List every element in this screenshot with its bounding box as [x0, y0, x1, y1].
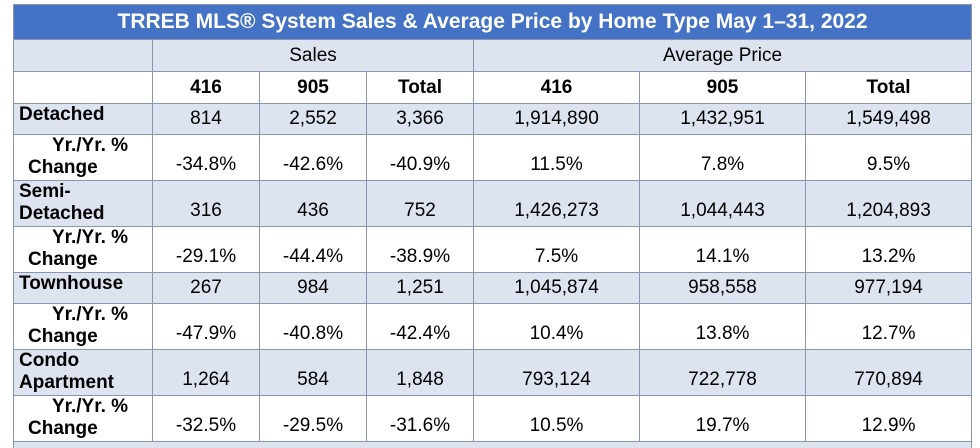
- row-label-line2: Detached: [19, 203, 152, 225]
- table-row-detached-change: Yr./Yr. %Change -34.8% -42.6% -40.9% 11.…: [14, 135, 972, 181]
- row-label: Yr./Yr. %Change: [14, 135, 153, 181]
- cell-price-total: 9.5%: [806, 135, 972, 181]
- cell-sales-total: -42.4%: [367, 304, 474, 350]
- cell-price-905: 722,778: [640, 350, 806, 396]
- cell-sales-416: -47.9%: [153, 304, 260, 350]
- table-title: TRREB MLS® System Sales & Average Price …: [14, 5, 972, 40]
- cell-price-total: 977,194: [806, 273, 972, 304]
- row-label: Detached: [14, 104, 153, 135]
- row-label: Semi-Detached: [14, 181, 153, 227]
- cell-sales-905: -29.5%: [260, 396, 367, 442]
- row-label: Yr./Yr. %Change: [14, 227, 153, 273]
- cell-price-416: 10.5%: [474, 396, 640, 442]
- cell-sales-905: -42.6%: [260, 135, 367, 181]
- cell-sales-total: 752: [367, 181, 474, 227]
- cell-price-416: 1,426,273: [474, 181, 640, 227]
- cell-sales-416: -32.5%: [153, 396, 260, 442]
- cell-sales-416: 814: [153, 104, 260, 135]
- table-row-semi-detached-change: Yr./Yr. %Change -29.1% -44.4% -38.9% 7.5…: [14, 227, 972, 273]
- cell-price-416: 7.5%: [474, 227, 640, 273]
- row-label-line1: Detached: [19, 104, 152, 126]
- row-label-line2: Apartment: [19, 372, 152, 394]
- table-row-detached: Detached 814 2,552 3,366 1,914,890 1,432…: [14, 104, 972, 135]
- column-header-sales-416: 416: [153, 72, 260, 104]
- cell-sales-905: 984: [260, 273, 367, 304]
- row-label-line1: Townhouse: [19, 273, 152, 295]
- cell-sales-total: -40.9%: [367, 135, 474, 181]
- row-label-line2: Change: [28, 249, 152, 271]
- cell-sales-416: 316: [153, 181, 260, 227]
- cell-price-416: 11.5%: [474, 135, 640, 181]
- row-label: Townhouse: [14, 273, 153, 304]
- cell-sales-total: -38.9%: [367, 227, 474, 273]
- column-header-blank: [14, 72, 153, 104]
- row-label-line1: Semi-: [19, 181, 152, 203]
- cell-price-905: 13.8%: [640, 304, 806, 350]
- cell-price-905: 958,558: [640, 273, 806, 304]
- cell-sales-416: -34.8%: [153, 135, 260, 181]
- footer-cell: [14, 442, 972, 448]
- cell-price-905: 1,044,443: [640, 181, 806, 227]
- column-header-price-total: Total: [806, 72, 972, 104]
- column-header-price-905: 905: [640, 72, 806, 104]
- row-label-line2: Change: [28, 418, 152, 440]
- column-header-price-416: 416: [474, 72, 640, 104]
- table-row-townhouse: Townhouse 267 984 1,251 1,045,874 958,55…: [14, 273, 972, 304]
- row-label: Yr./Yr. %Change: [14, 396, 153, 442]
- column-header-sales-total: Total: [367, 72, 474, 104]
- cell-price-905: 14.1%: [640, 227, 806, 273]
- cell-price-905: 19.7%: [640, 396, 806, 442]
- cell-price-total: 770,894: [806, 350, 972, 396]
- row-label-line2: Change: [28, 326, 152, 348]
- cell-sales-905: -44.4%: [260, 227, 367, 273]
- cell-price-416: 793,124: [474, 350, 640, 396]
- row-label-line1: Yr./Yr. %: [28, 227, 152, 249]
- cell-price-905: 1,432,951: [640, 104, 806, 135]
- group-header-blank: [14, 40, 153, 72]
- sales-table-container: TRREB MLS® System Sales & Average Price …: [13, 4, 971, 448]
- cell-price-416: 10.4%: [474, 304, 640, 350]
- table-row-semi-detached: Semi-Detached 316 436 752 1,426,273 1,04…: [14, 181, 972, 227]
- row-label-line1: Yr./Yr. %: [28, 135, 152, 157]
- cell-price-total: 1,549,498: [806, 104, 972, 135]
- cell-price-416: 1,045,874: [474, 273, 640, 304]
- row-label-line1: Yr./Yr. %: [28, 304, 152, 326]
- cell-price-total: 13.2%: [806, 227, 972, 273]
- row-label-line1: Condo: [19, 350, 152, 372]
- row-label: Yr./Yr. %Change: [14, 304, 153, 350]
- cell-price-905: 7.8%: [640, 135, 806, 181]
- cell-sales-416: 1,264: [153, 350, 260, 396]
- cell-sales-total: -31.6%: [367, 396, 474, 442]
- group-header-average-price: Average Price: [474, 40, 972, 72]
- cell-sales-416: 267: [153, 273, 260, 304]
- cell-sales-416: -29.1%: [153, 227, 260, 273]
- table-row-condo-apartment-change: Yr./Yr. %Change -32.5% -29.5% -31.6% 10.…: [14, 396, 972, 442]
- cell-price-416: 1,914,890: [474, 104, 640, 135]
- cell-sales-905: -40.8%: [260, 304, 367, 350]
- cell-sales-905: 2,552: [260, 104, 367, 135]
- column-header-sales-905: 905: [260, 72, 367, 104]
- cell-sales-total: 1,848: [367, 350, 474, 396]
- table-row-townhouse-change: Yr./Yr. %Change -47.9% -40.8% -42.4% 10.…: [14, 304, 972, 350]
- row-label-line1: Yr./Yr. %: [28, 396, 152, 418]
- table-footer-strip: [14, 442, 972, 448]
- row-label-line2: Change: [28, 157, 152, 179]
- cell-price-total: 1,204,893: [806, 181, 972, 227]
- cell-sales-total: 3,366: [367, 104, 474, 135]
- cell-price-total: 12.9%: [806, 396, 972, 442]
- sales-price-table: TRREB MLS® System Sales & Average Price …: [13, 4, 972, 448]
- group-header-sales: Sales: [153, 40, 474, 72]
- cell-sales-total: 1,251: [367, 273, 474, 304]
- cell-sales-905: 436: [260, 181, 367, 227]
- cell-price-total: 12.7%: [806, 304, 972, 350]
- cell-sales-905: 584: [260, 350, 367, 396]
